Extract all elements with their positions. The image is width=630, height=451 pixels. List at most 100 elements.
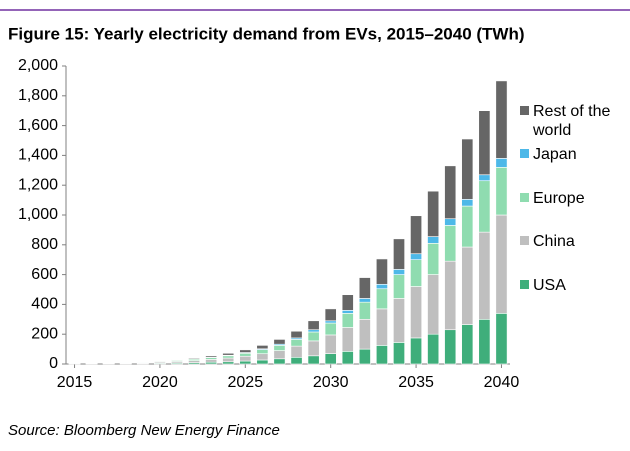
bar-segment xyxy=(342,310,353,313)
bar-segment xyxy=(325,323,336,335)
bar-segment xyxy=(325,335,336,354)
bar-segment xyxy=(496,158,507,167)
bar-segment xyxy=(496,167,507,215)
legend-swatch xyxy=(520,193,529,202)
legend-item: USA xyxy=(520,276,625,295)
y-tick-label: 1,600 xyxy=(18,117,58,134)
bar-segment xyxy=(240,350,251,353)
bar-segment xyxy=(410,260,421,287)
bar-segment xyxy=(325,309,336,321)
bar-segment xyxy=(376,284,387,288)
bar-segment xyxy=(342,351,353,364)
legend-swatch xyxy=(520,149,529,158)
bar-segment xyxy=(223,353,234,355)
bar-segment xyxy=(428,334,439,364)
bar-segment xyxy=(223,358,234,362)
bar-segment xyxy=(445,166,456,219)
bar-segment xyxy=(325,321,336,323)
bar-segment xyxy=(393,239,404,270)
bar-segment xyxy=(496,313,507,364)
bar-segment xyxy=(428,275,439,335)
bar-segment xyxy=(291,357,302,364)
bar-segment xyxy=(479,319,490,364)
bar-segment xyxy=(428,237,439,244)
y-tick-label: 1,800 xyxy=(18,87,58,104)
bar-segment xyxy=(410,254,421,260)
bar-segment xyxy=(308,356,319,364)
x-tick-label: 2025 xyxy=(228,374,264,391)
bar-segment xyxy=(206,356,217,357)
legend-item: Rest of the world xyxy=(520,102,625,140)
bar-segment xyxy=(257,345,268,348)
bar-segment xyxy=(359,298,370,302)
bar-segment xyxy=(188,361,199,363)
bar-segment xyxy=(393,298,404,342)
y-tick-label: 400 xyxy=(31,296,58,313)
bar-segment xyxy=(342,327,353,351)
bar-segment xyxy=(445,330,456,364)
bar-segment xyxy=(257,350,268,354)
y-tick-label: 200 xyxy=(31,325,58,342)
legend-swatch xyxy=(520,280,529,289)
y-tick-label: 0 xyxy=(49,355,58,372)
legend-item: China xyxy=(520,232,625,251)
bar-segment xyxy=(274,339,285,344)
bar-segment xyxy=(342,295,353,311)
bar-segment xyxy=(462,199,473,206)
bar-segment xyxy=(257,360,268,364)
bar-segment xyxy=(376,345,387,364)
y-tick-label: 1,400 xyxy=(18,147,58,164)
bar-segment xyxy=(206,359,217,362)
bar-segment xyxy=(291,339,302,346)
bar-segment xyxy=(240,361,251,364)
bar-segment xyxy=(359,319,370,349)
y-tick-label: 1,200 xyxy=(18,176,58,193)
bar-segment xyxy=(428,243,439,274)
bar-segment xyxy=(359,349,370,364)
bar-segment xyxy=(308,332,319,341)
bar-segment xyxy=(462,139,473,199)
bar-segment xyxy=(223,362,234,364)
bar-segment xyxy=(479,175,490,181)
x-tick-label: 2015 xyxy=(57,374,93,391)
bar-segment xyxy=(240,356,251,361)
legend-item: Japan xyxy=(520,145,625,164)
legend-label: Rest of the world xyxy=(533,102,625,140)
bar-segment xyxy=(359,278,370,299)
source: Source: Bloomberg New Energy Finance xyxy=(8,422,280,439)
legend-item: Europe xyxy=(520,189,625,208)
bar-segment xyxy=(274,359,285,364)
bar-segment xyxy=(308,330,319,332)
bar-segment xyxy=(393,269,404,274)
bar-segment xyxy=(291,346,302,357)
bar-segment xyxy=(410,216,421,254)
bar-segment xyxy=(274,345,285,350)
bar-segment xyxy=(376,309,387,346)
bar-segment xyxy=(240,353,251,356)
bar-segment xyxy=(462,206,473,247)
bar-segment xyxy=(496,81,507,158)
bar-segment xyxy=(223,356,234,358)
y-tick-label: 1,000 xyxy=(18,206,58,223)
legend-label: Japan xyxy=(533,145,625,164)
y-tick-label: 2,000 xyxy=(18,57,58,74)
bar-segment xyxy=(393,275,404,299)
bar-segment xyxy=(171,360,182,361)
bar-segment xyxy=(274,351,285,359)
x-tick-label: 2035 xyxy=(398,374,434,391)
bar-segment xyxy=(479,111,490,175)
bar-segment xyxy=(462,247,473,324)
y-tick-label: 600 xyxy=(31,266,58,283)
bar-segment xyxy=(342,313,353,327)
legend-label: China xyxy=(533,232,625,251)
bar-segment xyxy=(291,331,302,338)
bar-segment xyxy=(376,289,387,309)
bar-segment xyxy=(479,232,490,319)
bar-segment xyxy=(257,354,268,360)
bar-segment xyxy=(393,342,404,364)
x-tick-label: 2040 xyxy=(484,374,520,391)
x-tick-label: 2030 xyxy=(313,374,349,391)
bar-segment xyxy=(445,219,456,226)
